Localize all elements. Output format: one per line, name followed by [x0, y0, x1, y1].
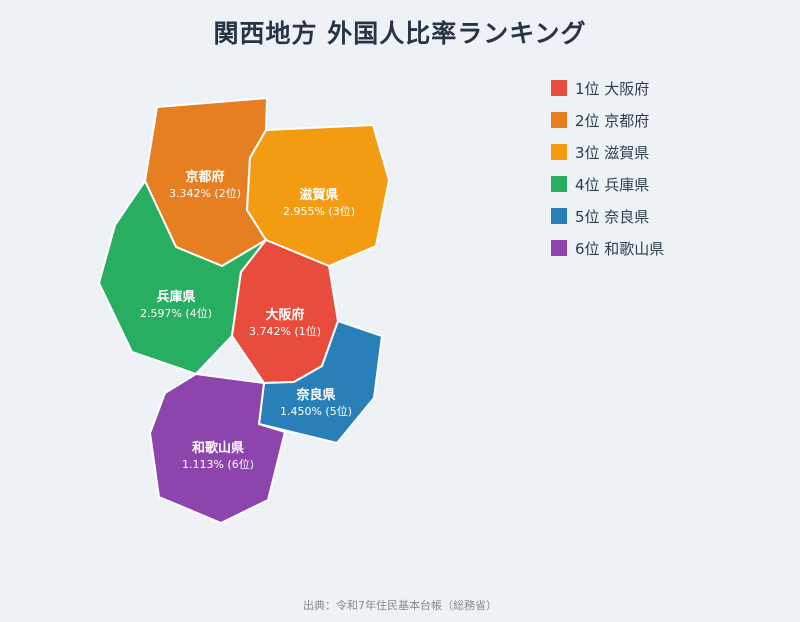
region-wakayama[interactable]: [149, 373, 286, 524]
legend-swatch: [551, 240, 567, 256]
label-kyoto-name: 京都府: [185, 169, 224, 185]
label-osaka-value: 3.742% (1位): [249, 324, 321, 338]
legend-label: 4位 兵庫県: [575, 175, 650, 194]
label-wakayama-value: 1.113% (6位): [182, 457, 254, 471]
legend-item-osaka[interactable]: 1位 大阪府: [551, 72, 664, 104]
legend-item-kyoto[interactable]: 2位 京都府: [551, 104, 664, 136]
map-title: 関西地方 外国人比率ランキング: [213, 19, 587, 48]
legend-swatch: [551, 176, 567, 192]
legend-label: 1位 大阪府: [575, 79, 650, 98]
label-nara-value: 1.450% (5位): [280, 404, 352, 418]
label-nara-name: 奈良県: [295, 387, 335, 403]
legend: 1位 大阪府 2位 京都府 3位 滋賀県 4位 兵庫県 5位 奈良県 6位 和歌…: [551, 72, 664, 264]
legend-item-shiga[interactable]: 3位 滋賀県: [551, 136, 664, 168]
label-shiga-name: 滋賀県: [299, 187, 338, 203]
legend-label: 5位 奈良県: [575, 207, 650, 226]
legend-swatch: [551, 144, 567, 160]
label-osaka-name: 大阪府: [265, 307, 304, 323]
label-wakayama-name: 和歌山県: [192, 440, 244, 456]
label-hyogo-value: 2.597% (4位): [140, 306, 212, 320]
legend-swatch: [551, 208, 567, 224]
legend-label: 3位 滋賀県: [575, 143, 650, 162]
source-note: 出典：令和7年住民基本台帳（総務省）: [303, 599, 497, 612]
legend-item-nara[interactable]: 5位 奈良県: [551, 200, 664, 232]
legend-item-hyogo[interactable]: 4位 兵庫県: [551, 168, 664, 200]
legend-label: 6位 和歌山県: [575, 239, 665, 258]
label-kyoto-value: 3.342% (2位): [169, 186, 241, 200]
legend-label: 2位 京都府: [575, 111, 650, 130]
legend-swatch: [551, 112, 567, 128]
legend-item-wakayama[interactable]: 6位 和歌山県: [551, 232, 664, 264]
legend-swatch: [551, 80, 567, 96]
label-hyogo-name: 兵庫県: [156, 289, 195, 305]
label-shiga-value: 2.955% (3位): [283, 204, 355, 218]
